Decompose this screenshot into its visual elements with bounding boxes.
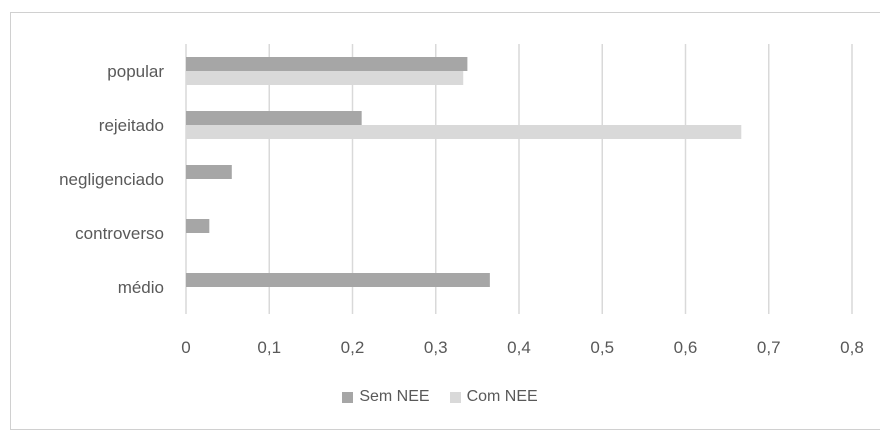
legend: Sem NEE Com NEE bbox=[0, 388, 880, 406]
legend-swatch-com-nee bbox=[449, 391, 461, 403]
bar-sem-nee-negligenciado bbox=[186, 165, 232, 179]
x-tick-label-2: 0,2 bbox=[341, 338, 365, 357]
legend-item-com-nee: Com NEE bbox=[449, 388, 538, 406]
legend-swatch-sem-nee bbox=[342, 391, 354, 403]
category-label-medio: médio bbox=[118, 278, 164, 297]
bar-sem-nee-popular bbox=[186, 57, 468, 71]
bar-sem-nee-medio bbox=[186, 273, 490, 287]
legend-label-com-nee: Com NEE bbox=[466, 388, 538, 405]
bar-com-nee-popular bbox=[186, 71, 464, 85]
bar-com-nee-rejeitado bbox=[186, 125, 742, 139]
category-label-controverso: controverso bbox=[75, 224, 164, 243]
legend-label-sem-nee: Sem NEE bbox=[359, 388, 430, 405]
category-label-rejeitado: rejeitado bbox=[99, 116, 164, 135]
x-tick-labels: 0 0,1 0,2 0,3 0,4 0,5 0,6 0,7 0,8 bbox=[181, 338, 864, 357]
category-label-negligenciado: negligenciado bbox=[59, 170, 164, 189]
x-tick-label-6: 0,6 bbox=[674, 338, 698, 357]
bars bbox=[186, 57, 742, 287]
x-tick-label-8: 0,8 bbox=[840, 338, 864, 357]
x-tick-label-3: 0,3 bbox=[424, 338, 448, 357]
x-tick-label-5: 0,5 bbox=[590, 338, 614, 357]
category-labels: popular rejeitado negligenciado controverso… bbox=[59, 62, 164, 297]
x-tick-label-0: 0 bbox=[181, 338, 190, 357]
x-tick-label-1: 0,1 bbox=[257, 338, 281, 357]
bar-sem-nee-controverso bbox=[186, 219, 210, 233]
x-tick-label-7: 0,7 bbox=[757, 338, 781, 357]
x-tick-label-4: 0,4 bbox=[507, 338, 531, 357]
bar-sem-nee-rejeitado bbox=[186, 111, 362, 125]
legend-item-sem-nee: Sem NEE bbox=[342, 388, 430, 406]
category-label-popular: popular bbox=[107, 62, 164, 81]
